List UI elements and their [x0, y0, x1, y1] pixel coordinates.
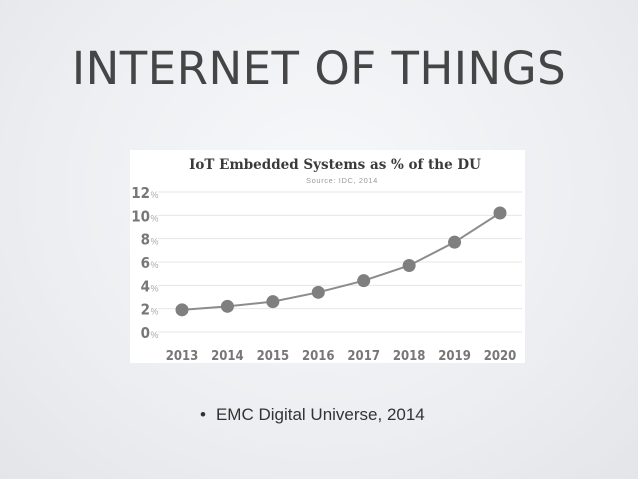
y-tick-suffix: %: [151, 260, 159, 270]
y-tick-suffix: %: [151, 330, 159, 340]
slide-title: INTERNET OF THINGS: [71, 42, 567, 95]
data-point-2016: [311, 285, 325, 299]
y-tick-label: 2: [141, 301, 150, 319]
data-point-2019: [448, 235, 462, 249]
data-point-2018: [402, 259, 416, 272]
x-tick-label: 2020: [484, 349, 517, 363]
bullet-text: EMC Digital Universe, 2014: [215, 405, 425, 424]
bullet-marker: •: [200, 405, 206, 424]
data-point-2014: [220, 299, 234, 313]
y-tick-label: 4: [141, 277, 150, 295]
y-tick-suffix: %: [151, 190, 159, 200]
y-tick-suffix: %: [151, 283, 159, 293]
y-tick-suffix: %: [151, 237, 159, 247]
x-tick-label: 2017: [347, 349, 380, 363]
y-tick-label: 0: [141, 324, 150, 342]
y-tick-suffix: %: [151, 307, 159, 317]
x-tick-label: 2019: [438, 349, 471, 363]
data-point-2020: [493, 206, 507, 220]
y-tick-label: 10: [131, 207, 150, 225]
y-tick-label: 12: [131, 184, 150, 202]
chart-subtitle: Source: IDC, 2014: [306, 176, 378, 185]
x-tick-label: 2016: [302, 349, 335, 363]
y-tick-suffix: %: [151, 213, 159, 223]
x-tick-label: 2018: [393, 349, 426, 363]
chart-title: IoT Embedded Systems as % of the DU: [189, 157, 481, 173]
x-tick-label: 2013: [166, 349, 199, 363]
x-tick-label: 2014: [211, 349, 244, 363]
source-bullet: • EMC Digital Universe, 2014: [200, 405, 425, 425]
chart-container: IoT Embedded Systems as % of the DU Sour…: [130, 150, 525, 363]
data-point-2015: [266, 295, 280, 309]
series-line: [181, 212, 501, 311]
iot-line-chart: IoT Embedded Systems as % of the DU Sour…: [131, 157, 522, 363]
x-tick-label: 2015: [257, 349, 290, 363]
data-point-2013: [175, 303, 189, 317]
y-tick-label: 6: [141, 254, 150, 272]
y-tick-label: 8: [141, 231, 150, 249]
data-point-2017: [357, 274, 371, 288]
